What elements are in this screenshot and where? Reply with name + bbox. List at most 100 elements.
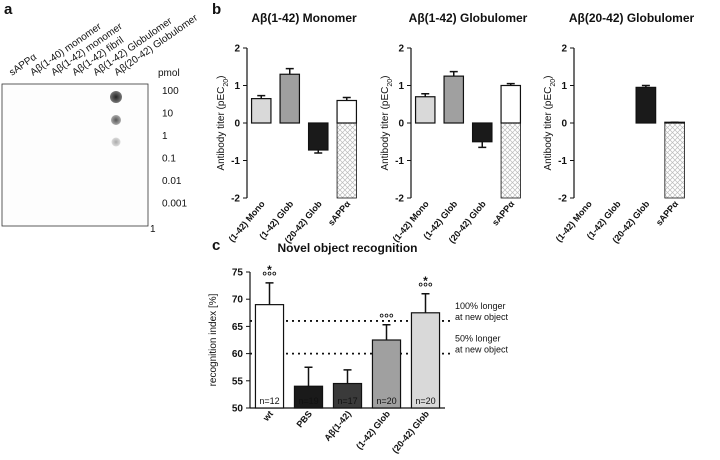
error-bar [285,67,294,75]
y-tick-label: -2 [231,194,240,205]
y-tick-label: -2 [395,194,404,205]
bar [279,73,301,124]
error-bar [421,93,430,97]
y-tick-label: 2 [561,44,567,55]
y-axis-label-part: recognition index [%] [208,293,219,386]
y-tick-label: 0 [234,119,240,130]
y-tick-label: 65 [232,322,244,333]
error-bar [314,150,323,154]
chart-title: Aβ(20-42) Globulomer [569,11,695,25]
y-axis-label: Antibody titer (pEC20) [216,75,230,170]
chart-title: Novel object recognition [277,241,417,255]
significance-mark: °°° [262,269,277,283]
y-axis-label-part: 20 [387,79,394,87]
reference-label: at new object [455,312,509,322]
bar [471,122,493,143]
y-tick-label: 1 [234,81,240,92]
y-tick-label: -2 [558,194,567,205]
blot-row-label: 10 [162,109,174,120]
y-axis-label-part: ) [380,75,391,78]
hatch-region [336,122,357,199]
bar [500,84,522,124]
bar [336,99,358,124]
significance-mark: °°° [379,311,394,325]
bar [410,312,441,409]
blot-row-label: 0.1 [162,154,176,165]
y-tick-label: 1 [561,81,567,92]
y-tick-label: 60 [232,349,244,360]
x-tick-label: (1-42) Glob [354,408,392,451]
y-axis-label: Antibody titer (pEC20) [543,75,557,170]
error-bar [382,324,391,340]
error-bar [265,282,274,305]
panel-label: a [4,1,13,18]
significance-mark: * [423,274,428,288]
bar [332,382,363,409]
y-tick-label: 50 [232,404,244,415]
y-axis-label-part: 20 [223,79,230,87]
x-tick-label: (20-42) Glob [390,408,431,455]
x-tick-label: wt [260,409,275,424]
blot-row-label: 0.01 [162,176,182,187]
y-tick-label: 0 [398,119,404,130]
bar [371,339,402,409]
y-axis-label: Antibody titer (pEC20) [380,75,394,170]
panel-label: c [212,237,220,254]
bar [414,96,436,124]
y-tick-label: 2 [398,44,404,55]
y-axis-label-part: ) [216,75,227,78]
y-tick-label: -1 [558,156,567,167]
blot-corner-mark: 1 [150,224,156,235]
n-label: n=20 [376,396,396,406]
y-axis-label-part: Antibody titer (pEC [216,87,227,171]
bar [307,122,329,151]
y-tick-label: 75 [232,268,244,279]
blot-dot [111,137,121,147]
hatch-region [664,122,685,199]
error-bar [506,82,515,86]
bar [250,98,272,124]
reference-label: at new object [455,345,509,355]
blot-row-label: 0.001 [162,199,187,210]
n-label: n=20 [415,396,435,406]
y-axis-label-part: Antibody titer (pEC [380,87,391,171]
error-bar [478,141,487,149]
panel-label: b [212,1,221,18]
error-bar [342,96,351,101]
x-tick-label: Aβ(1-42) [322,409,353,443]
error-bar [421,293,430,313]
reference-label: 100% longer [455,301,506,311]
blot-row-label: 1 [162,131,168,142]
error-bar [449,70,458,77]
x-tick-label: sAPPα [654,199,681,228]
bar [443,75,465,124]
y-tick-label: 1 [398,81,404,92]
y-tick-label: -1 [395,156,404,167]
blot-membrane [1,83,149,227]
y-axis-label-part: 20 [550,79,557,87]
x-tick-label: sAPPα [490,199,517,228]
y-tick-label: 70 [232,295,244,306]
blot-unit: pmol [158,68,180,79]
error-bar [343,369,352,384]
y-axis-label-part: ) [543,75,554,78]
y-axis-label-part: Antibody titer (pEC [543,87,554,171]
y-tick-label: 55 [232,376,244,387]
chart-title: Aβ(1-42) Monomer [251,11,357,25]
blot-row-label: 100 [162,86,179,97]
bar [635,86,657,124]
error-bar [641,84,650,88]
chart-title: Aβ(1-42) Globulomer [409,11,528,25]
significance-mark: °°° [418,280,433,294]
blot-dot [110,91,122,103]
n-label: n=12 [259,396,279,406]
y-tick-label: -1 [231,156,240,167]
n-label: n=17 [337,396,357,406]
n-label: n=19 [298,396,318,406]
hatch-region [500,122,521,199]
reference-label: 50% longer [455,334,501,344]
x-tick-label: PBS [294,409,314,430]
